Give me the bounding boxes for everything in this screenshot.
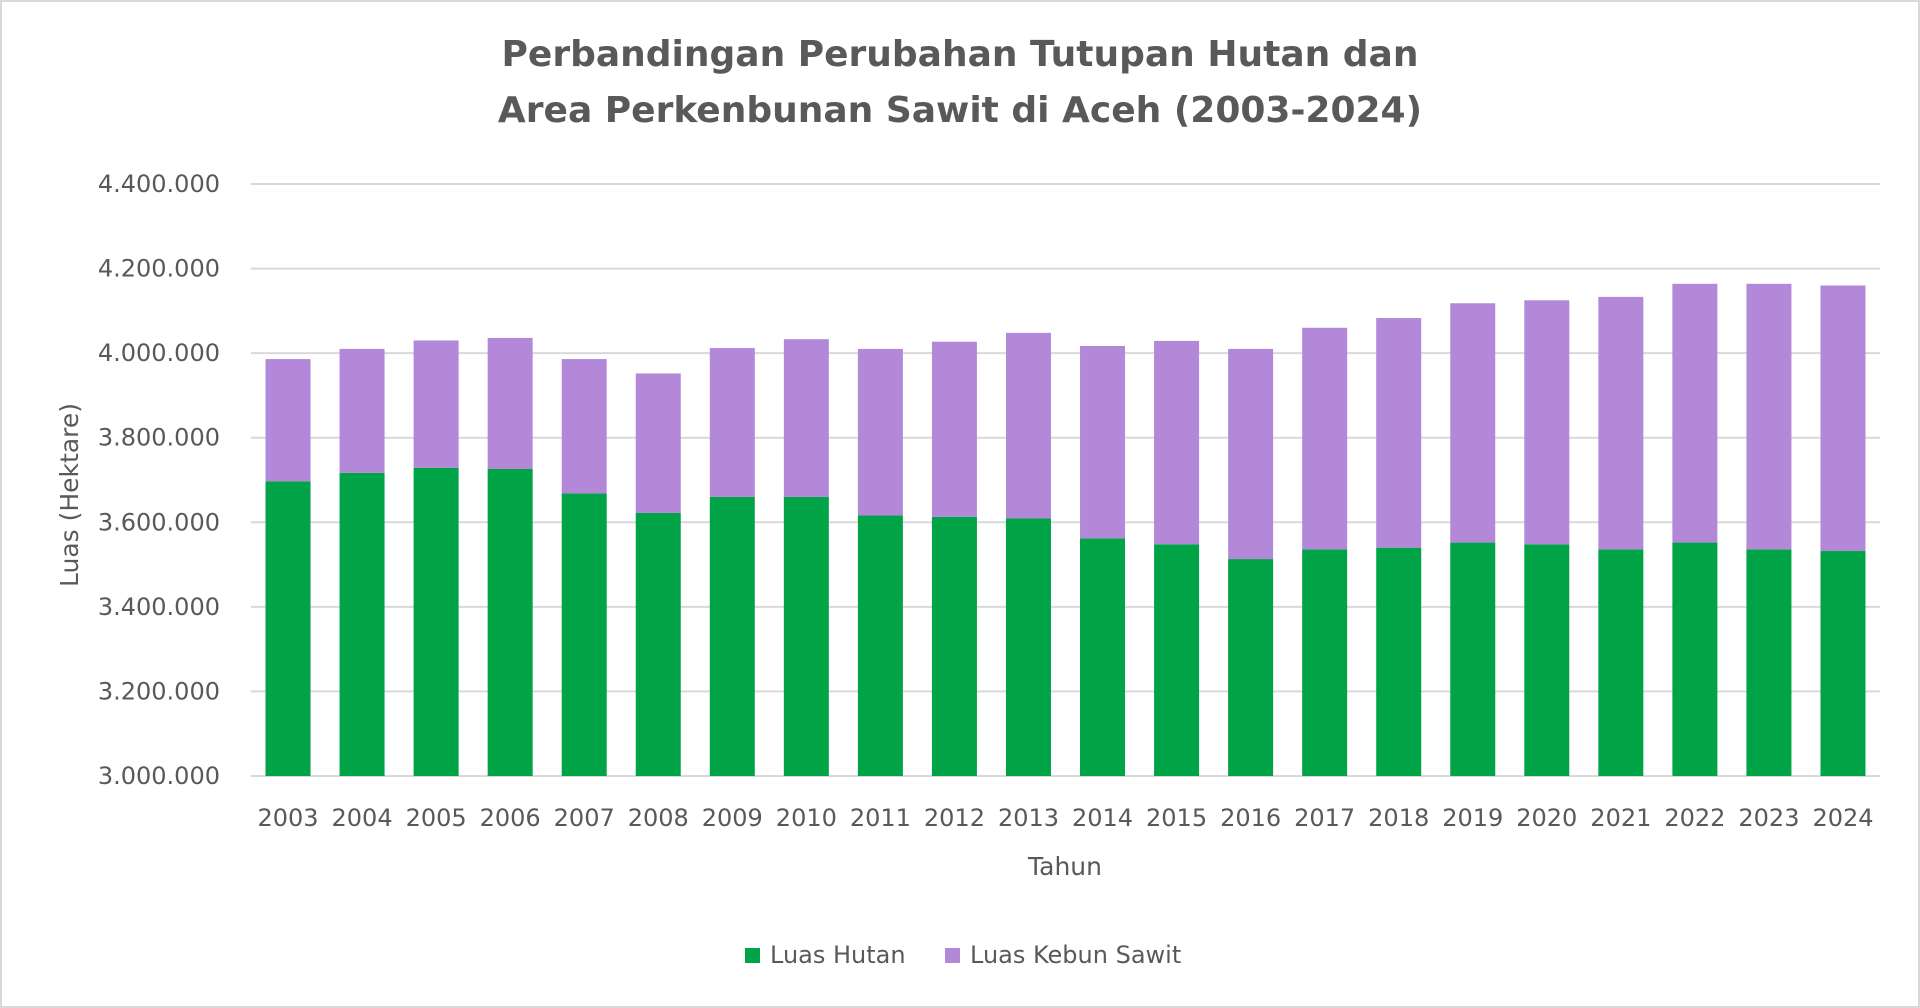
x-tick-label: 2017: [1294, 804, 1355, 832]
bar-luas-hutan-2015: [1154, 544, 1200, 776]
x-tick-label: 2014: [1072, 804, 1133, 832]
legend-swatch: [745, 948, 760, 963]
y-tick-label: 3.200.000: [98, 677, 220, 705]
y-tick-label: 3.000.000: [98, 762, 220, 790]
y-tick-label: 3.600.000: [98, 508, 220, 536]
x-tick-label: 2008: [628, 804, 689, 832]
x-tick-label: 2003: [257, 804, 318, 832]
bar-luas-hutan-2018: [1376, 547, 1422, 776]
bar-luas-hutan-2006: [487, 469, 533, 776]
x-axis-title: Tahun: [1027, 852, 1102, 881]
x-tick-label: 2007: [554, 804, 615, 832]
chart-title-line-2: Area Perkenbunan Sawit di Aceh (2003-202…: [497, 90, 1423, 131]
bar-luas-kebun-sawit-2021: [1598, 296, 1644, 550]
bar-luas-hutan-2014: [1080, 538, 1126, 776]
bar-luas-kebun-sawit-2003: [265, 359, 311, 482]
bar-luas-hutan-2021: [1598, 549, 1644, 776]
legend-label: Luas Kebun Sawit: [970, 941, 1181, 969]
x-tick-label: 2005: [406, 804, 467, 832]
y-tick-label: 3.400.000: [98, 593, 220, 621]
bar-luas-hutan-2012: [931, 516, 977, 776]
x-tick-label: 2022: [1664, 804, 1725, 832]
bar-luas-hutan-2013: [1005, 518, 1051, 776]
x-tick-label: 2013: [998, 804, 1059, 832]
bar-luas-hutan-2020: [1524, 544, 1570, 776]
bar-luas-kebun-sawit-2006: [487, 337, 533, 470]
bar-luas-kebun-sawit-2019: [1450, 303, 1496, 543]
x-tick-label: 2012: [924, 804, 985, 832]
y-tick-label: 4.400.000: [98, 170, 220, 198]
x-tick-label: 2011: [850, 804, 911, 832]
bar-luas-kebun-sawit-2023: [1746, 283, 1792, 550]
x-tick-label: 2020: [1516, 804, 1577, 832]
bar-luas-kebun-sawit-2013: [1005, 332, 1051, 519]
x-tick-label: 2021: [1590, 804, 1651, 832]
bar-luas-kebun-sawit-2011: [857, 348, 903, 516]
bar-luas-hutan-2009: [709, 496, 755, 776]
bar-luas-kebun-sawit-2004: [339, 348, 385, 473]
x-tick-label: 2018: [1368, 804, 1429, 832]
bar-luas-hutan-2017: [1302, 549, 1348, 776]
bar-luas-kebun-sawit-2005: [413, 340, 459, 468]
bar-luas-hutan-2022: [1672, 542, 1718, 776]
legend-swatch: [945, 948, 960, 963]
bar-luas-kebun-sawit-2010: [783, 339, 829, 497]
bar-luas-kebun-sawit-2012: [931, 341, 977, 517]
bar-luas-hutan-2011: [857, 515, 903, 776]
bar-luas-hutan-2008: [635, 512, 681, 776]
bar-luas-kebun-sawit-2008: [635, 373, 681, 513]
bar-luas-kebun-sawit-2020: [1524, 300, 1570, 545]
x-tick-label: 2004: [332, 804, 393, 832]
bar-luas-kebun-sawit-2016: [1228, 348, 1274, 560]
x-tick-label: 2009: [702, 804, 763, 832]
bar-luas-hutan-2010: [783, 496, 829, 776]
y-tick-label: 4.200.000: [98, 255, 220, 283]
bar-luas-hutan-2007: [561, 493, 607, 776]
legend-label: Luas Hutan: [770, 941, 906, 969]
chart-title-line-1: Perbandingan Perubahan Tutupan Hutan dan: [501, 34, 1419, 75]
x-tick-label: 2019: [1442, 804, 1503, 832]
y-axis-title: Luas (Hektare): [55, 403, 84, 587]
x-tick-label: 2023: [1738, 804, 1799, 832]
bar-luas-hutan-2016: [1228, 559, 1274, 776]
x-tick-label: 2010: [776, 804, 837, 832]
x-tick-label: 2024: [1812, 804, 1873, 832]
bar-luas-kebun-sawit-2017: [1302, 327, 1348, 550]
y-tick-label: 4.000.000: [98, 339, 220, 367]
bar-luas-kebun-sawit-2024: [1820, 285, 1866, 552]
x-tick-label: 2016: [1220, 804, 1281, 832]
bar-luas-kebun-sawit-2022: [1672, 283, 1718, 543]
bar-luas-hutan-2003: [265, 481, 311, 776]
bar-luas-kebun-sawit-2009: [709, 348, 755, 497]
bar-luas-hutan-2024: [1820, 551, 1866, 776]
bar-luas-kebun-sawit-2018: [1376, 318, 1422, 548]
bar-luas-kebun-sawit-2007: [561, 359, 607, 494]
bar-luas-hutan-2019: [1450, 542, 1496, 776]
bar-luas-hutan-2005: [413, 467, 459, 776]
bar-luas-hutan-2023: [1746, 549, 1792, 776]
bar-luas-hutan-2004: [339, 472, 385, 776]
x-tick-label: 2015: [1146, 804, 1207, 832]
x-tick-label: 2006: [480, 804, 541, 832]
bar-luas-kebun-sawit-2014: [1080, 345, 1126, 539]
y-tick-label: 3.800.000: [98, 424, 220, 452]
bar-luas-kebun-sawit-2015: [1154, 340, 1200, 545]
